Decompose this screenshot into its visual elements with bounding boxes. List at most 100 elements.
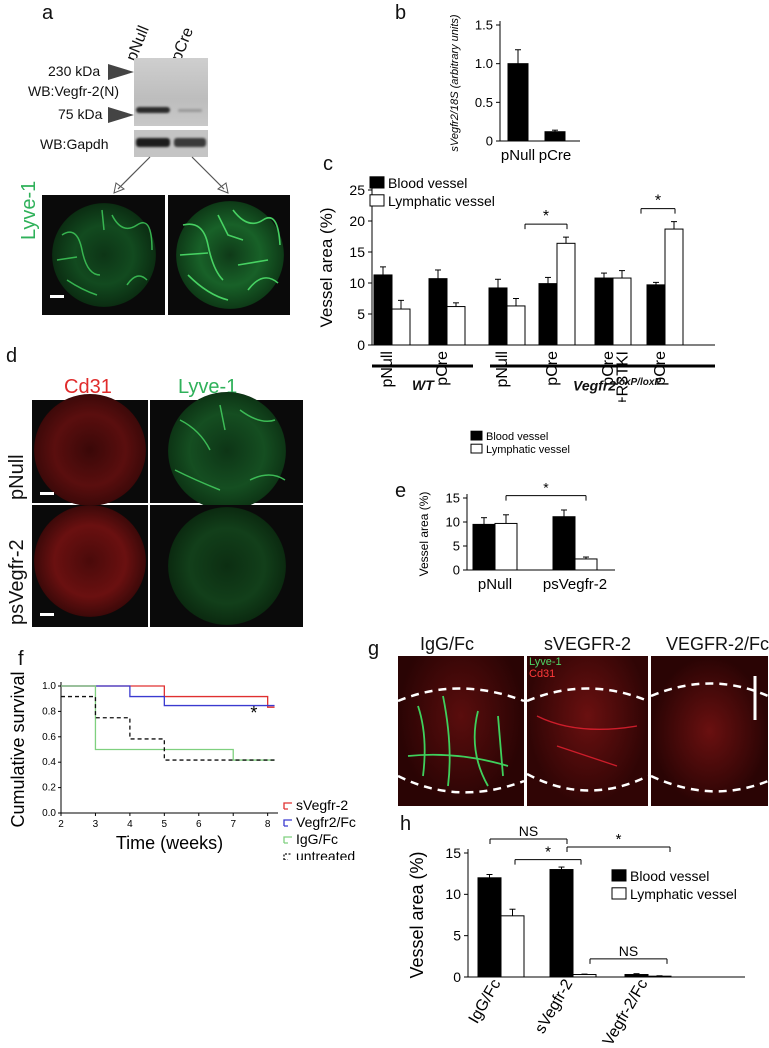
significance-marker: * [543, 208, 549, 225]
y-tick-label: 0 [357, 337, 365, 353]
legend-label: Blood vessel [486, 431, 548, 443]
survival-curve [61, 685, 275, 708]
retina-flatmount [52, 203, 156, 307]
legend-swatch [283, 836, 292, 844]
legend-label: sVegfr-2 [296, 797, 348, 813]
legend-swatch [611, 869, 627, 882]
legend-swatch [470, 443, 483, 454]
panel-a-label: a [42, 2, 54, 24]
scale-bar [40, 613, 54, 616]
bar [500, 915, 525, 978]
bar [446, 306, 466, 346]
bar [472, 523, 496, 571]
y-axis-label: sVegfr2/18S (arbitrary units) [449, 14, 461, 151]
gapdh-band-pcre [174, 138, 206, 147]
y-tick-label: 15 [349, 244, 365, 260]
y-tick-label: 1.5 [475, 18, 493, 33]
vessel-overlay [527, 687, 648, 792]
significance-marker: * [543, 480, 549, 496]
bar [507, 63, 529, 142]
x-axis-label: Time (weeks) [116, 833, 223, 853]
panel-f-label: f [18, 648, 24, 670]
y-tick-label: 1.0 [42, 681, 56, 692]
legend-swatch [283, 802, 292, 810]
x-tick-label: pNull [379, 351, 396, 387]
y-tick-label: 10 [349, 275, 365, 291]
x-tick-label: 6 [196, 819, 202, 830]
bar [552, 516, 576, 571]
legend-label: IgG/Fc [296, 831, 338, 847]
lane-to-image-arrows [113, 156, 229, 194]
row-label-psvegfr2: psVegfr-2 [6, 539, 28, 625]
group-label-vegfr2: Vegfr2loxP/loxP [573, 377, 661, 394]
significance-marker: * [250, 703, 257, 723]
blot-band-pcre [178, 109, 202, 112]
y-tick-label: 0 [453, 563, 460, 578]
survival-curve [61, 685, 275, 707]
y-tick-label: 0.5 [475, 95, 493, 110]
image-g-svegfr2: Lyve-1 Cd31 [527, 656, 648, 806]
x-tick-label: pNull [501, 147, 535, 164]
legend-swatch [369, 176, 385, 189]
x-tick-label: IgG/Fc [466, 977, 505, 1027]
marker-230kda: 230 kDa [48, 63, 101, 79]
image-g-igg [398, 656, 524, 806]
legend-label: Vegfr2/Fc [296, 814, 356, 830]
bar [428, 278, 448, 346]
bar [506, 305, 526, 346]
bar [594, 277, 614, 346]
legend-label: Blood vessel [630, 868, 709, 884]
legend-label: Lymphatic vessel [486, 444, 570, 456]
scale-bar [50, 295, 64, 298]
lymphatic-network [179, 209, 281, 301]
bar [373, 274, 393, 346]
y-tick-label: 5 [453, 539, 460, 554]
group-label-vegfr2-main: Vegfr2 [573, 377, 617, 394]
panel-d-label: d [6, 345, 18, 367]
legend-label: untreated [296, 848, 355, 860]
bar [646, 284, 666, 346]
wb-vegfr-label: WB:Vegfr-2(N) [28, 83, 120, 99]
significance-marker: NS [519, 823, 538, 839]
x-tick-label: +R3TKI [615, 351, 632, 402]
g-stain-lyve1: Lyve-1 [529, 656, 562, 668]
bar [538, 283, 558, 346]
y-tick-label: 15 [445, 845, 461, 861]
bar [647, 975, 672, 978]
x-tick-label: pCre [600, 351, 617, 386]
x-tick-label: 7 [230, 819, 236, 830]
retina-flatmount [168, 507, 286, 625]
image-lyve1-pnull [150, 392, 303, 510]
bar [477, 877, 502, 978]
x-tick-label: 5 [162, 819, 168, 830]
lymphatic-network [174, 404, 286, 491]
x-tick-label: pCre [544, 351, 561, 386]
x-tick-label: 2 [58, 819, 64, 830]
western-blot-gapdh [134, 130, 208, 157]
x-tick-label: 8 [265, 819, 271, 830]
marker-arrow-230-icon [108, 64, 134, 80]
x-tick-label: pNull [478, 576, 512, 593]
x-tick-label: psVegfr-2 [543, 576, 607, 593]
x-tick-label: pCre [539, 147, 572, 164]
x-tick-label: pCre [434, 351, 451, 386]
retina-image-pnull [42, 195, 165, 315]
blot-band-pnull [136, 107, 170, 113]
y-tick-label: 1.0 [475, 56, 493, 71]
chart-e: 0 5 10 15 Vessel area (%) pNull psVegfr-2 Blood… [417, 430, 615, 593]
image-cd31-pnull [32, 394, 148, 506]
bar [549, 869, 574, 978]
y-tick-label: 0 [486, 134, 493, 149]
bar [556, 242, 576, 346]
stain-label-cd31: Cd31 [64, 376, 112, 398]
bar [572, 974, 597, 978]
y-tick-label: 5 [453, 928, 461, 944]
scale-bar [40, 492, 54, 495]
group-label-wt: WT [412, 377, 434, 393]
x-tick-label: pCre [652, 351, 669, 386]
row-label-pnull: pNull [6, 454, 28, 500]
y-axis-label: Vessel area (%) [417, 492, 431, 577]
g-title-igg: IgG/Fc [420, 634, 475, 654]
y-tick-label: 15 [446, 491, 460, 506]
lymphatic-network [56, 209, 153, 296]
